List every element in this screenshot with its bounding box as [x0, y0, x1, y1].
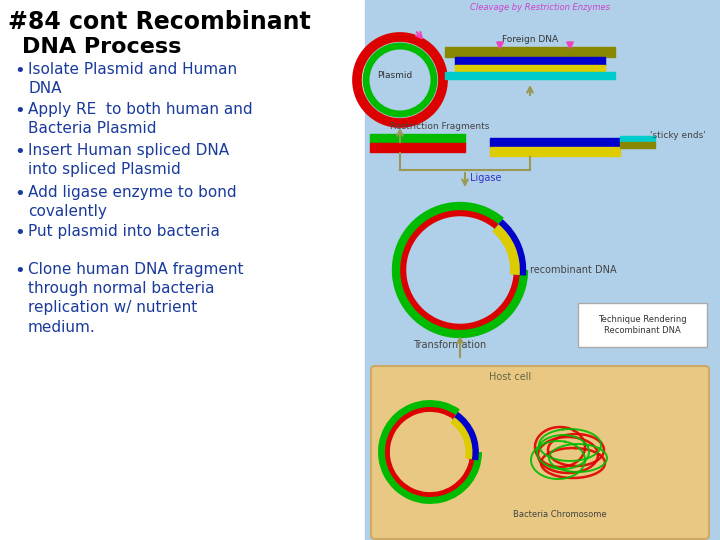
Bar — [445, 72, 615, 79]
Text: •: • — [14, 224, 24, 242]
Text: #84 cont Recombinant: #84 cont Recombinant — [8, 10, 311, 34]
Text: Restriction Fragments: Restriction Fragments — [390, 122, 490, 131]
Text: •: • — [14, 143, 24, 161]
Text: Apply RE  to both human and
Bacteria Plasmid: Apply RE to both human and Bacteria Plas… — [28, 102, 253, 136]
Text: Foreign DNA: Foreign DNA — [502, 35, 558, 44]
Text: Ligase: Ligase — [470, 173, 502, 183]
Bar — [490, 147, 620, 156]
Text: •: • — [14, 185, 24, 203]
Bar — [365, 0, 720, 540]
Text: •: • — [14, 262, 24, 280]
Bar — [455, 57, 605, 65]
Text: 'sticky ends': 'sticky ends' — [650, 131, 706, 139]
Bar — [620, 142, 655, 148]
Bar — [0, 0, 365, 540]
Text: DNA Process: DNA Process — [22, 37, 181, 57]
Bar — [445, 47, 615, 57]
Text: recombinant DNA: recombinant DNA — [530, 265, 616, 275]
Text: Plasmid: Plasmid — [377, 71, 413, 79]
Text: •: • — [14, 102, 24, 120]
Bar — [370, 134, 465, 143]
FancyBboxPatch shape — [578, 303, 707, 347]
Text: Transformation: Transformation — [413, 340, 487, 350]
Bar — [370, 143, 465, 152]
Text: Put plasmid into bacteria: Put plasmid into bacteria — [28, 224, 220, 239]
FancyBboxPatch shape — [371, 366, 709, 539]
Text: •: • — [14, 62, 24, 80]
Text: Bacteria Chromosome: Bacteria Chromosome — [513, 510, 607, 519]
Bar — [490, 138, 620, 147]
Text: Host cell: Host cell — [489, 372, 531, 382]
Text: Insert Human spliced DNA
into spliced Plasmid: Insert Human spliced DNA into spliced Pl… — [28, 143, 229, 177]
Text: Clone human DNA fragment
through normal bacteria
replication w/ nutrient
medium.: Clone human DNA fragment through normal … — [28, 262, 243, 335]
Bar — [620, 136, 655, 142]
Text: Add ligase enzyme to bond
covalently: Add ligase enzyme to bond covalently — [28, 185, 237, 219]
Text: Technique Rendering
Recombinant DNA: Technique Rendering Recombinant DNA — [598, 315, 686, 335]
Text: Cleavage by Restriction Enzymes: Cleavage by Restriction Enzymes — [470, 3, 610, 12]
Text: Isolate Plasmid and Human
DNA: Isolate Plasmid and Human DNA — [28, 62, 237, 96]
Bar — [455, 65, 605, 72]
